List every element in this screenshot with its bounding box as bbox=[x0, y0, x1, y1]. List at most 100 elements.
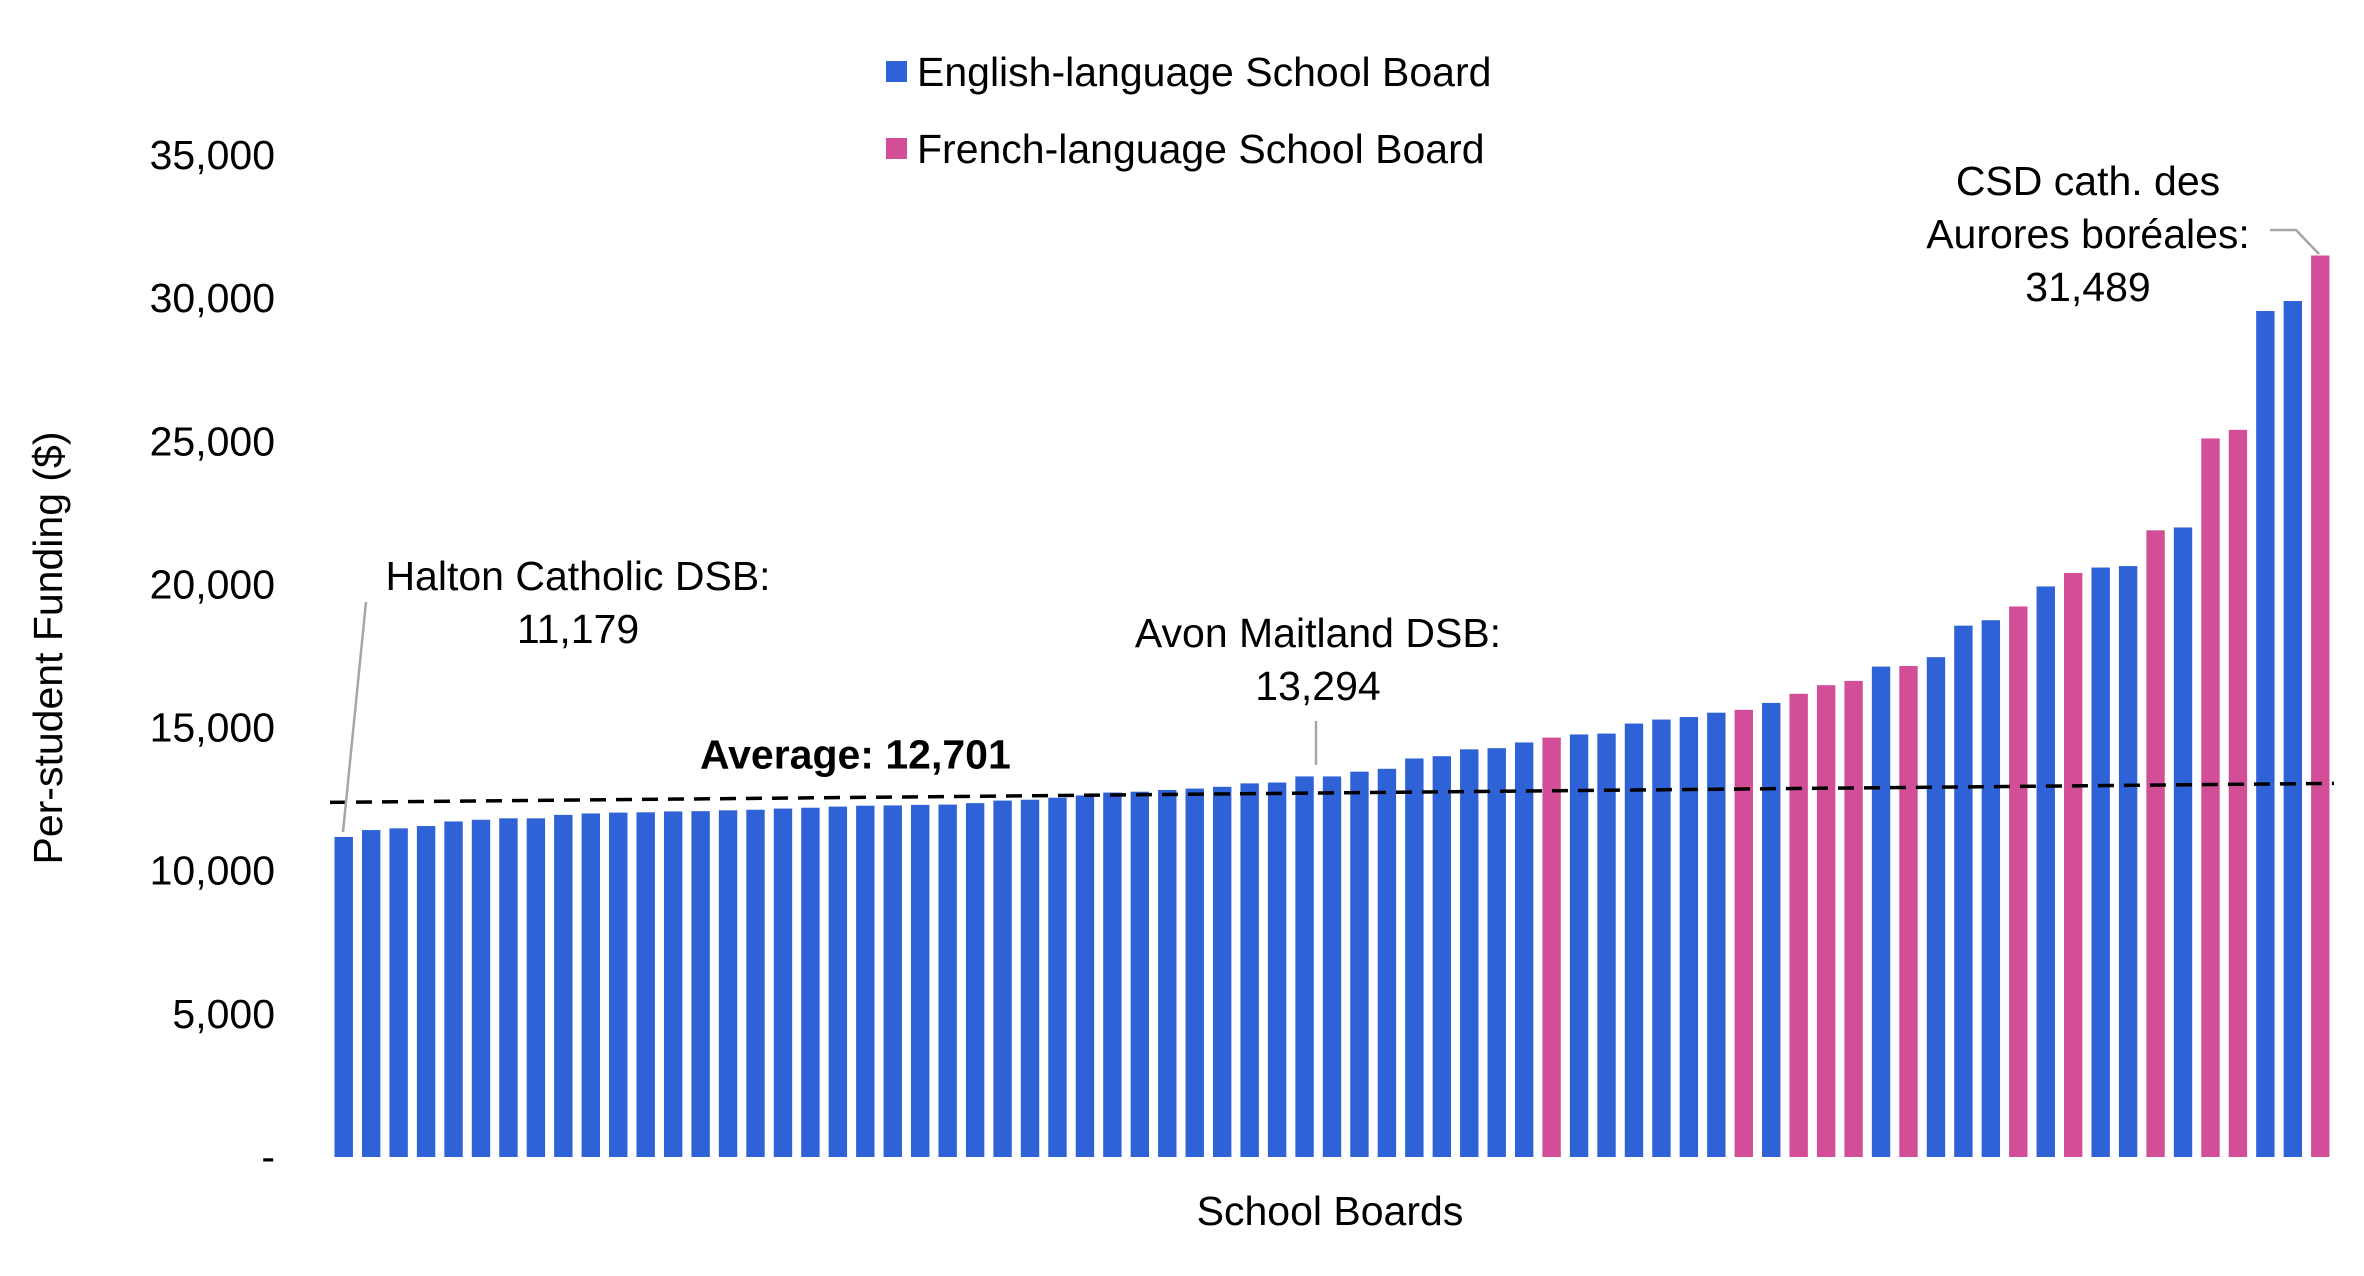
bar bbox=[1405, 758, 1424, 1157]
bar bbox=[1926, 657, 1946, 1157]
bar bbox=[554, 814, 573, 1157]
bar bbox=[1048, 797, 1067, 1157]
legend-swatch-english bbox=[886, 61, 907, 82]
bar bbox=[1981, 620, 2001, 1157]
bar bbox=[1240, 783, 1259, 1157]
bar bbox=[1871, 666, 1891, 1157]
bar bbox=[2311, 255, 2330, 1158]
bar bbox=[2091, 567, 2110, 1157]
bar bbox=[334, 836, 353, 1157]
bar bbox=[636, 812, 655, 1157]
bar bbox=[1322, 776, 1342, 1157]
bar bbox=[773, 808, 793, 1157]
bar bbox=[1652, 719, 1671, 1157]
bar bbox=[801, 807, 820, 1157]
bar bbox=[1597, 733, 1616, 1157]
annotation-leader-line bbox=[341, 601, 368, 833]
average-line bbox=[329, 781, 2335, 805]
bar bbox=[965, 803, 985, 1157]
bar bbox=[361, 830, 381, 1157]
bar bbox=[1020, 799, 1040, 1157]
bar bbox=[1377, 768, 1397, 1157]
y-tick-label: 10,000 bbox=[150, 848, 275, 894]
annotation-leader-line bbox=[2270, 228, 2320, 255]
bar bbox=[1185, 788, 1204, 1157]
bar bbox=[1267, 782, 1287, 1157]
bar bbox=[1707, 712, 1726, 1157]
bar bbox=[718, 810, 738, 1157]
y-axis-ticks: - 5,000 10,000 15,000 20,000 25,000 30,000 35,0… bbox=[150, 132, 275, 1180]
bar bbox=[1679, 716, 1699, 1157]
bar bbox=[911, 804, 930, 1157]
bar bbox=[2064, 572, 2083, 1157]
bar bbox=[1295, 776, 1314, 1157]
average-label: Average: 12,701 bbox=[700, 731, 1011, 777]
bar bbox=[1103, 792, 1122, 1157]
bars bbox=[334, 255, 2330, 1158]
bar bbox=[1624, 723, 1644, 1157]
bar bbox=[1130, 791, 1150, 1157]
bar bbox=[1487, 748, 1506, 1157]
bar bbox=[1514, 742, 1534, 1157]
annotation-label: Avon Maitland DSB: bbox=[1135, 610, 1501, 656]
bar bbox=[581, 813, 600, 1157]
bar bbox=[416, 826, 436, 1157]
legend-label-english: English-language School Board bbox=[917, 49, 1491, 95]
annotation-label: 31,489 bbox=[2025, 264, 2150, 310]
y-axis-title: Per-student Funding ($) bbox=[25, 431, 71, 864]
y-tick-label: 25,000 bbox=[150, 418, 275, 464]
bar bbox=[499, 818, 518, 1157]
annotations: Halton Catholic DSB: 11,179 Avon Maitland … bbox=[341, 158, 2320, 833]
bar bbox=[1734, 709, 1753, 1157]
y-tick-label: 5,000 bbox=[172, 991, 275, 1037]
bar bbox=[856, 805, 875, 1157]
bar bbox=[2146, 530, 2165, 1157]
bar bbox=[1569, 734, 1589, 1157]
annotation-label: Aurores boréales: bbox=[1926, 211, 2250, 257]
legend: English-language School Board French-lan… bbox=[886, 49, 1491, 172]
bar bbox=[883, 805, 902, 1157]
bar bbox=[2009, 606, 2028, 1157]
bar bbox=[828, 806, 848, 1157]
bar bbox=[1432, 756, 1452, 1157]
bar bbox=[2283, 301, 2303, 1157]
bar bbox=[1212, 786, 1232, 1157]
bar bbox=[2228, 429, 2248, 1157]
legend-swatch-french bbox=[886, 138, 907, 159]
bar bbox=[471, 819, 491, 1157]
bar bbox=[1899, 666, 1918, 1157]
bar bbox=[1158, 789, 1177, 1157]
bar bbox=[609, 812, 628, 1157]
y-tick-label: 20,000 bbox=[150, 561, 275, 607]
y-tick-label: 15,000 bbox=[150, 705, 275, 751]
bar bbox=[1762, 702, 1781, 1157]
bar bbox=[1460, 749, 1479, 1157]
bar bbox=[444, 821, 463, 1157]
bar bbox=[1816, 685, 1836, 1157]
annotation-label: CSD cath. des bbox=[1956, 158, 2220, 204]
x-axis-title: School Boards bbox=[1197, 1188, 1464, 1234]
bar bbox=[1844, 680, 1863, 1157]
bar bbox=[2173, 527, 2193, 1157]
bar bbox=[1542, 737, 1561, 1157]
legend-label-french: French-language School Board bbox=[917, 126, 1485, 172]
y-tick-label: 30,000 bbox=[150, 275, 275, 321]
bar bbox=[2036, 586, 2055, 1157]
bar bbox=[526, 818, 546, 1157]
bar bbox=[993, 800, 1012, 1157]
bar bbox=[938, 804, 957, 1157]
bar bbox=[1954, 625, 1973, 1157]
annotation-label: Halton Catholic DSB: bbox=[385, 553, 770, 599]
bar bbox=[389, 828, 408, 1157]
bar bbox=[691, 811, 710, 1157]
annotation-label: 11,179 bbox=[517, 606, 639, 652]
bar bbox=[1350, 771, 1369, 1157]
average-line-group: Average: 12,701 bbox=[329, 731, 2335, 805]
bar bbox=[1789, 693, 1808, 1157]
bar bbox=[2118, 566, 2138, 1157]
bar bbox=[746, 809, 765, 1157]
bar bbox=[1075, 795, 1095, 1157]
bar bbox=[2256, 311, 2275, 1157]
y-tick-label: 35,000 bbox=[150, 132, 275, 178]
